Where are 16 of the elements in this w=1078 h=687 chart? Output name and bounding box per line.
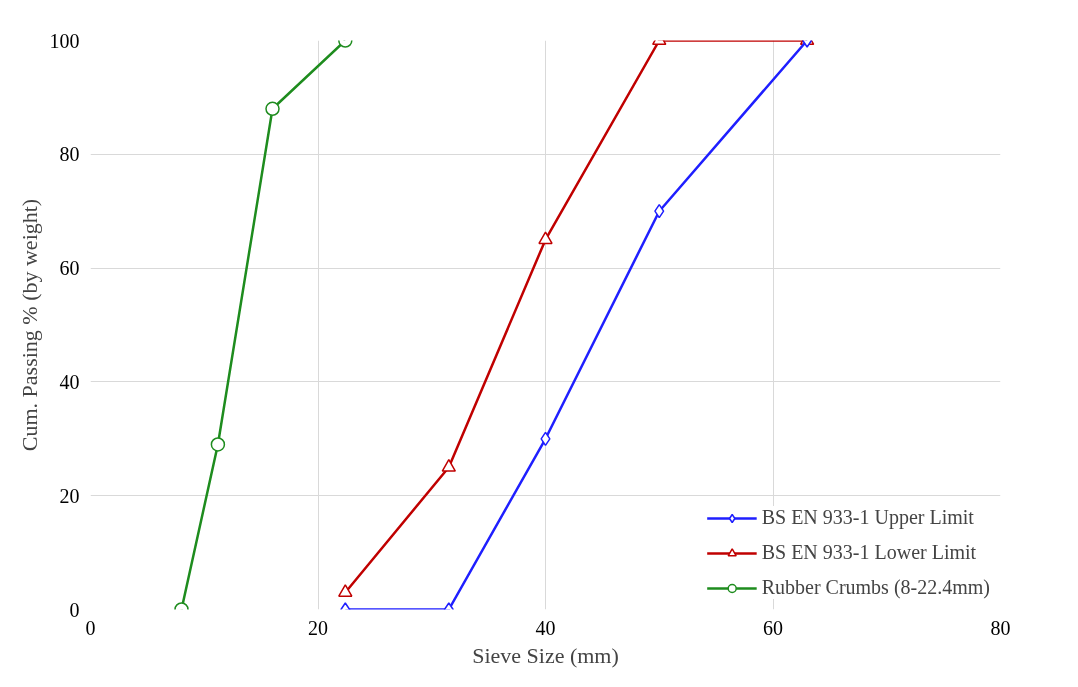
y-tick-label: 80 bbox=[59, 143, 80, 166]
legend-label: Rubber Crumbs (8-22.4mm) bbox=[761, 576, 990, 599]
y-tick-label: 0 bbox=[69, 598, 80, 621]
y-axis-title: Cum. Passing % (by weight) bbox=[16, 198, 42, 452]
x-tick-label: 0 bbox=[85, 616, 96, 639]
legend-label: BS EN 933-1 Lower Limit bbox=[761, 541, 977, 564]
x-tick-label: 80 bbox=[990, 616, 1011, 639]
x-tick-label: 40 bbox=[535, 616, 556, 639]
y-tick-label: 20 bbox=[59, 484, 80, 507]
x-tick-label: 60 bbox=[763, 616, 783, 639]
y-tick-label: 100 bbox=[49, 29, 80, 52]
x-axis-title: Sieve Size (mm) bbox=[472, 642, 619, 668]
y-tick-label: 40 bbox=[59, 370, 80, 393]
x-tick-label: 20 bbox=[308, 616, 328, 639]
y-tick-label: 60 bbox=[59, 257, 80, 280]
legend-label: BS EN 933-1 Upper Limit bbox=[761, 506, 974, 529]
